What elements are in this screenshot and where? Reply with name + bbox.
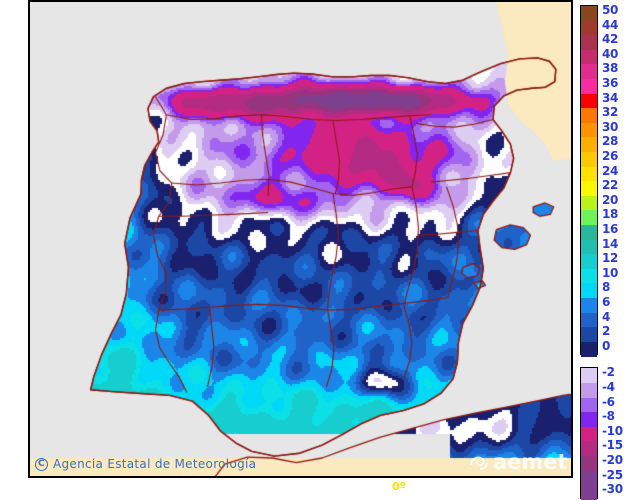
colorbar-warm-label-4: 4 (602, 309, 611, 324)
colorbar-cold-swatch--30 (581, 485, 597, 500)
colorbar-warm-swatch-38 (581, 64, 597, 80)
colorbar-warm-swatch-14 (581, 239, 597, 255)
colorbar-warm-swatch-18 (581, 210, 597, 226)
colorbar-warm-label-38: 38 (602, 61, 619, 76)
colorbar-warm-swatch-32 (581, 108, 597, 124)
colorbar-cold-swatch--4 (581, 382, 597, 399)
colorbar-cold-label--30: -30 (602, 482, 623, 497)
colorbar-warm-swatch-8 (581, 283, 597, 299)
colorbar-cold-label--20: -20 (602, 453, 623, 467)
colorbar-warm-swatch-50 (581, 6, 597, 22)
colorbar-warm-label-24: 24 (602, 163, 619, 178)
colorbar-warm-label-44: 44 (602, 17, 619, 32)
colorbar-warm-label-14: 14 (602, 236, 619, 251)
colorbar-warm-label-22: 22 (602, 178, 619, 193)
temperature-map-canvas[interactable] (30, 2, 571, 476)
colorbar-warm-swatch-24 (581, 166, 597, 182)
colorbar-warm-label-32: 32 (602, 105, 619, 120)
temperature-map-panel[interactable] (28, 0, 573, 478)
colorbar-cold-label--4: -4 (602, 380, 615, 394)
colorbar-warm-swatch-0 (581, 341, 597, 357)
colorbar-warm-label-16: 16 (602, 222, 619, 236)
colorbar-warm-label-0: 0 (602, 338, 611, 353)
colorbar-warm-label-12: 12 (602, 251, 619, 266)
colorbar-warm-swatch-36 (581, 79, 597, 95)
colorbar-warm-swatch-10 (581, 268, 597, 284)
colorbar-warm-swatch-22 (581, 181, 597, 197)
colorbar-warm-label-26: 26 (602, 149, 619, 163)
colorbar-warm-swatch-34 (581, 93, 597, 109)
attribution: C Agencia Estatal de Meteorología (35, 458, 256, 471)
colorbar-warm-label-30: 30 (602, 119, 619, 134)
colorbar-warm-label-20: 20 (602, 192, 619, 207)
colorbar-cold-label--8: -8 (602, 409, 615, 424)
colorbar-cold-swatch--20 (581, 455, 597, 472)
colorbar-warm-label-18: 18 (602, 207, 619, 222)
colorbar-cold-label--25: -25 (602, 467, 623, 482)
colorbar-warm-swatch-42 (581, 35, 597, 51)
colorbar-warm-swatch-16 (581, 225, 597, 241)
copyright-icon: C (35, 458, 48, 471)
colorbar-warm-label-2: 2 (602, 324, 611, 339)
attribution-text: Agencia Estatal de Meteorología (53, 457, 257, 471)
colorbar-warm-swatch-20 (581, 195, 597, 211)
colorbar-warm-swatch-26 (581, 152, 597, 168)
longitude-label-0: 0º (392, 480, 406, 493)
colorbar-warm-swatch-6 (581, 298, 597, 314)
colorbar-cold-swatch--25 (581, 470, 597, 486)
colorbar-warm-swatch-30 (581, 122, 597, 138)
colorbar-warm-swatch-12 (581, 254, 597, 270)
colorbar-warm-label-8: 8 (602, 280, 611, 295)
colorbar-cold-label--15: -15 (602, 438, 623, 453)
colorbar-warm-swatch-44 (581, 20, 597, 36)
colorbar-warm-label-10: 10 (602, 265, 619, 280)
colorbar-warm-label-50: 50 (602, 3, 619, 17)
colorbar-cold-label--10: -10 (602, 423, 623, 438)
temperature-colorbar: 50 44 42 40 38 36 34 32 30 28 26 24 22 20 18 16 14 12 10 8 6… (580, 3, 630, 500)
colorbar-warm-label-40: 40 (602, 46, 619, 61)
colorbar-warm-swatch-40 (581, 49, 597, 65)
colorbar-cold-label--2: -2 (602, 365, 615, 380)
colorbar-cold-swatch--8 (581, 412, 597, 428)
colorbar-warm-label-28: 28 (602, 134, 619, 149)
colorbar-warm-label-36: 36 (602, 76, 619, 90)
colorbar-warm-swatch-4 (581, 312, 597, 328)
colorbar-cold-swatch--6 (581, 397, 597, 413)
colorbar-lower-block (580, 367, 598, 500)
colorbar-cold-swatch--15 (581, 441, 597, 457)
colorbar-cold-label--6: -6 (602, 394, 615, 409)
colorbar-cold-swatch--2 (581, 368, 597, 384)
colorbar-warm-label-42: 42 (602, 32, 619, 47)
colorbar-warm-label-6: 6 (602, 295, 611, 309)
colorbar-cold-swatch--10 (581, 426, 597, 442)
colorbar-warm-swatch-28 (581, 137, 597, 153)
colorbar-warm-swatch-2 (581, 327, 597, 343)
colorbar-upper-block (580, 5, 598, 357)
colorbar-warm-label-34: 34 (602, 90, 619, 105)
